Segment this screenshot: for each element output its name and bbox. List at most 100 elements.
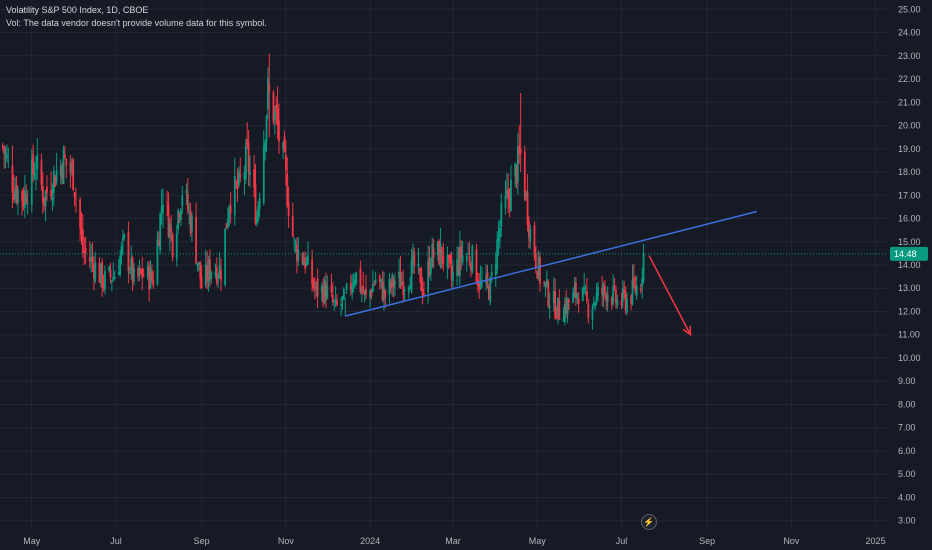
candle-body xyxy=(601,288,604,295)
candle-body xyxy=(543,282,546,284)
candle-body xyxy=(112,276,115,281)
candle-body xyxy=(373,284,376,286)
y-tick-label: 8.00 xyxy=(898,399,916,409)
candle-body xyxy=(88,257,91,262)
candle-body xyxy=(73,192,76,197)
candle-body xyxy=(595,292,598,303)
candle-body xyxy=(398,271,401,279)
candle-body xyxy=(264,141,267,151)
candle-body xyxy=(516,146,519,183)
y-tick-label: 13.00 xyxy=(898,283,921,293)
candle-body xyxy=(427,260,430,293)
candle-body xyxy=(514,163,517,177)
candle-body xyxy=(504,195,507,209)
candle-body xyxy=(428,258,431,275)
candle-body xyxy=(450,266,453,279)
candle-body xyxy=(171,234,174,258)
candle-body xyxy=(587,304,590,318)
candle-body xyxy=(365,288,367,296)
chart-legend: Volatility S&P 500 Index, 1D, CBOE Vol: … xyxy=(6,4,267,30)
candle-body xyxy=(84,247,87,254)
candle-body xyxy=(519,148,522,154)
candle-body xyxy=(554,291,557,318)
candle-body xyxy=(286,173,289,207)
x-tick-label: 2025 xyxy=(866,536,886,546)
candle-body xyxy=(418,268,421,271)
candle-body xyxy=(615,289,617,303)
candle-body xyxy=(574,282,577,298)
candle-body xyxy=(510,179,512,212)
lightning-bolt-icon[interactable]: ⚡ xyxy=(641,514,657,530)
candle-body xyxy=(297,249,300,262)
symbol-title: Volatility S&P 500 Index, 1D, CBOE xyxy=(6,5,149,15)
candle-body xyxy=(565,300,568,313)
candle-body xyxy=(456,258,459,276)
candle-body xyxy=(224,228,227,285)
candle-body xyxy=(258,198,261,210)
candle-body xyxy=(602,284,605,296)
candle-body xyxy=(117,272,120,275)
candle-body xyxy=(305,260,308,265)
candle-body xyxy=(170,227,173,232)
candle-body xyxy=(287,202,290,216)
candle-body xyxy=(388,279,391,295)
candle-body xyxy=(355,272,358,283)
y-tick-label: 23.00 xyxy=(898,51,921,61)
x-tick-label: Sep xyxy=(699,536,715,546)
candle-body xyxy=(481,282,483,284)
candle-body xyxy=(360,290,363,292)
candle-body xyxy=(215,267,218,284)
candle-body xyxy=(413,252,416,267)
candle-body xyxy=(452,271,454,282)
candle-body xyxy=(6,155,8,159)
x-tick-label: Jul xyxy=(616,536,628,546)
x-tick-label: May xyxy=(23,536,41,546)
candle-body xyxy=(209,259,211,280)
down-arrow-shaft xyxy=(648,255,692,336)
candle-body xyxy=(195,216,198,264)
candle-body xyxy=(630,295,633,304)
candle-body xyxy=(180,209,182,221)
candle-body xyxy=(244,145,247,179)
candle-body xyxy=(14,190,17,200)
candle-body xyxy=(133,268,135,282)
candle-body xyxy=(255,217,258,225)
candle-body xyxy=(75,198,77,200)
candle-body xyxy=(110,280,113,282)
candle-body xyxy=(562,319,565,322)
candle-body xyxy=(476,280,479,287)
candle-body xyxy=(186,193,189,211)
candle-body xyxy=(181,195,184,207)
candle-body xyxy=(490,272,493,277)
candle-body xyxy=(591,308,594,320)
candle-body xyxy=(25,193,28,204)
candle-body xyxy=(500,202,503,227)
candle-body xyxy=(606,294,609,303)
candle-body xyxy=(228,206,231,220)
candle-body xyxy=(438,240,441,265)
candle-body xyxy=(51,197,54,201)
candle-body xyxy=(371,284,374,292)
y-tick-label: 25.00 xyxy=(898,4,921,14)
candle-body xyxy=(55,170,58,183)
candle-body xyxy=(166,201,169,203)
candle-body xyxy=(342,288,345,300)
candle-body xyxy=(167,204,170,237)
candle-body xyxy=(257,205,260,221)
candle-body xyxy=(226,218,229,228)
candle-body xyxy=(157,239,160,247)
y-tick-label: 21.00 xyxy=(898,97,921,107)
candle-body xyxy=(489,277,492,303)
candle-body xyxy=(631,280,634,305)
candle-body xyxy=(523,151,526,200)
candle-body xyxy=(41,186,44,203)
candle-body xyxy=(304,257,307,269)
x-tick-label: Jul xyxy=(110,536,122,546)
candle-body xyxy=(409,287,412,289)
candle-body xyxy=(421,288,424,297)
candle-body xyxy=(293,239,296,241)
candle-body xyxy=(539,257,541,284)
candle-body xyxy=(528,221,530,238)
candle-body xyxy=(362,285,365,294)
